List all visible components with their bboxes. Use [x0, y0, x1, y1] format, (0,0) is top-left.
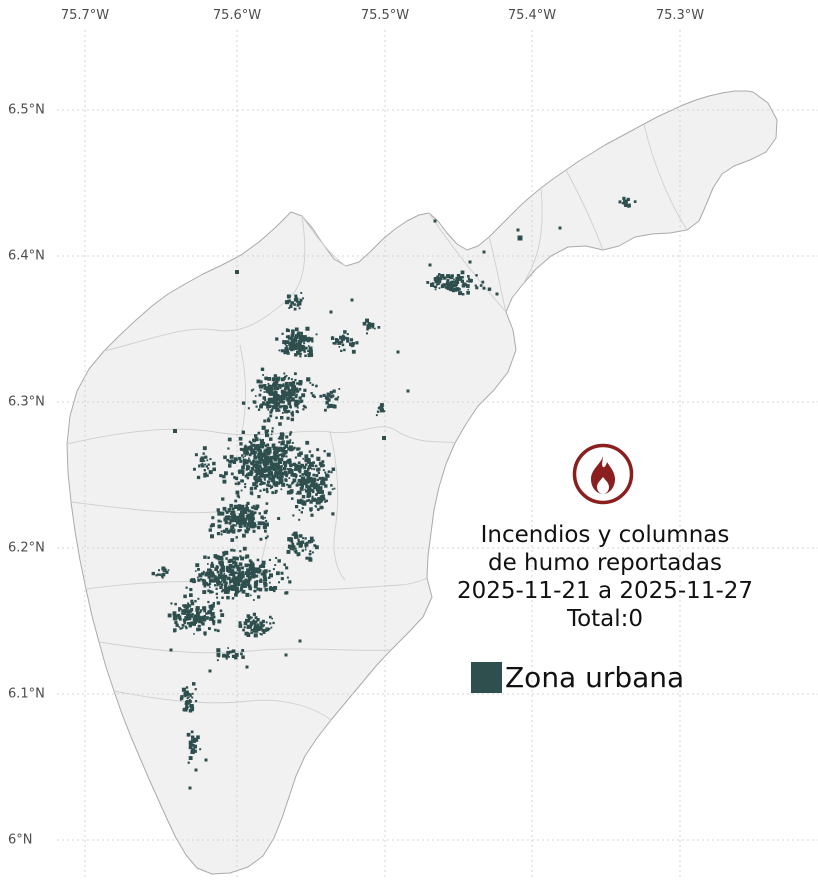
- legend-label: Zona urbana: [505, 661, 685, 694]
- lon-tick: 75.7°W: [60, 8, 110, 23]
- lon-tick: 75.6°W: [212, 8, 262, 23]
- lat-tick: 6.1°N: [8, 686, 45, 702]
- lat-tick: 6°N: [8, 832, 33, 848]
- urban-zones-layer: [151, 196, 637, 790]
- region-boundary: [66, 90, 778, 875]
- lat-tick: 6.2°N: [8, 540, 45, 556]
- lat-tick: 6.5°N: [8, 102, 45, 118]
- lon-tick: 75.4°W: [507, 8, 557, 23]
- lon-tick: 75.5°W: [360, 8, 410, 23]
- annotation-line: Incendios y columnas: [480, 522, 730, 548]
- fire-icon: [572, 443, 634, 505]
- annotation-line: Total:0: [566, 606, 644, 632]
- annotation-title: Incendios y columnas de humo reportadas …: [438, 521, 772, 633]
- annotation-line: 2025-11-21 a 2025-11-27: [456, 578, 754, 604]
- lon-tick: 75.3°W: [655, 8, 705, 23]
- legend: Zona urbana: [471, 662, 684, 693]
- lat-tick: 6.4°N: [8, 248, 45, 264]
- lat-tick: 6.3°N: [8, 394, 45, 410]
- municipality-borders: [66, 123, 688, 721]
- legend-swatch-zona-urbana: [471, 662, 502, 693]
- annotation-line: de humo reportadas: [487, 550, 723, 576]
